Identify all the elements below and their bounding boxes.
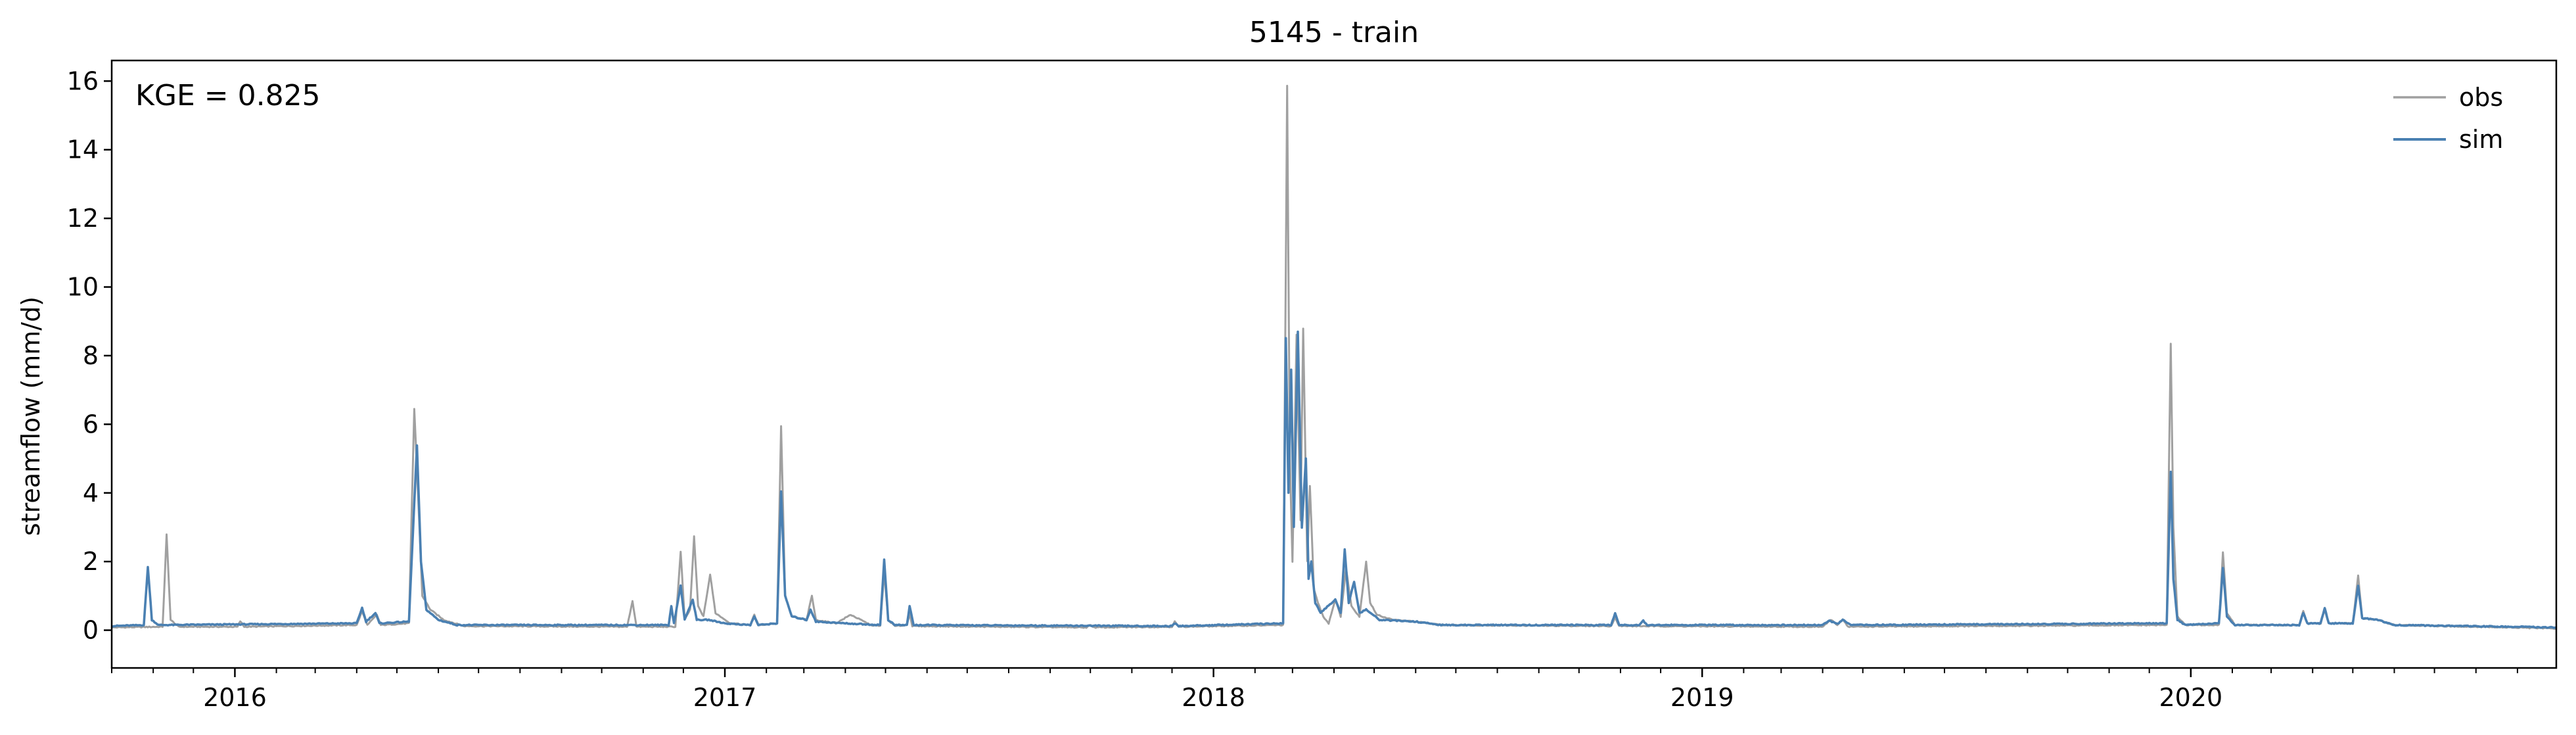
x-axis: 2016 2017 2018 2019 2020 [111, 668, 2518, 712]
series-sim-line [111, 330, 2557, 629]
chart-title: 5145 - train [1249, 16, 1419, 49]
y-tick-label: 0 [83, 616, 99, 645]
legend: obs sim [2393, 83, 2503, 154]
x-tick-label: 2018 [1182, 683, 1245, 712]
kge-annotation: KGE = 0.825 [135, 79, 321, 112]
y-tick-label: 16 [67, 66, 99, 95]
y-tick-label: 10 [67, 273, 99, 302]
y-axis: 0 2 4 6 8 10 12 14 16 [67, 66, 112, 645]
x-tick-label: 2016 [203, 683, 267, 712]
y-tick-label: 2 [83, 547, 99, 576]
y-tick-label: 4 [83, 479, 99, 508]
legend-obs-label: obs [2459, 83, 2503, 112]
y-tick-label: 12 [67, 204, 99, 233]
plot-frame [110, 59, 2558, 669]
y-tick-label: 8 [83, 341, 99, 370]
plot-area [111, 85, 2557, 630]
x-tick-label: 2019 [1670, 683, 1734, 712]
y-tick-label: 14 [67, 135, 99, 164]
legend-sim-label: sim [2459, 125, 2503, 154]
y-tick-label: 6 [83, 410, 99, 439]
y-axis-label: streamflow (mm/d) [16, 296, 45, 536]
x-tick-label: 2020 [2159, 683, 2222, 712]
series-obs-line [111, 85, 2557, 630]
x-tick-label: 2017 [693, 683, 757, 712]
